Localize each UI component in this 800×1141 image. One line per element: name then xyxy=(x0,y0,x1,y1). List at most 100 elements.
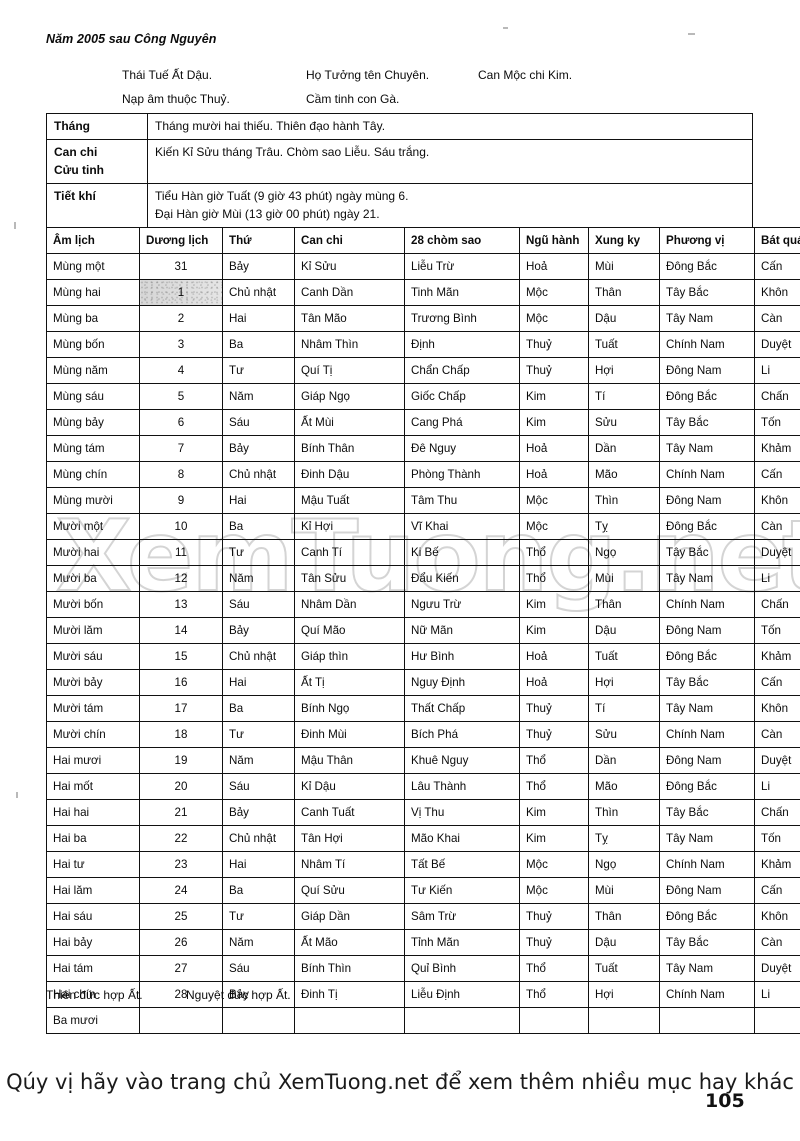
cell-can-chi: Canh Tuất xyxy=(294,799,405,826)
table-row: Hai hai 21 Bảy Canh Tuất Vị Thu Kim Thìn Tây Bắ… xyxy=(46,799,800,826)
cell-duong-lich: 31 xyxy=(139,253,223,280)
column-header-am-lich: Âm lịch xyxy=(46,227,140,254)
cell-am-lich: Hai hai xyxy=(46,799,140,826)
cell-chom-sao: Lâu Thành xyxy=(404,773,520,800)
cell-ngu-hanh: Thuỷ xyxy=(519,357,589,384)
cell-am-lich: Mùng bảy xyxy=(46,409,140,436)
table-row: Hai tư 23 Hai Nhâm Tí Tất Bế Mộc Ngọ Chính Nam K… xyxy=(46,851,800,878)
cell-bat-quai: Li xyxy=(754,565,800,592)
cell-can-chi: Tân Hợi xyxy=(294,825,405,852)
cell-am-lich: Mười hai xyxy=(46,539,140,566)
table-row: Mùng sáu 5 Năm Giáp Ngọ Giốc Chấp Kim Tí Đông B… xyxy=(46,383,800,410)
table-row: Mùng một 31 Bảy Kỉ Sửu Liễu Trừ Hoả Mùi Đông Bắ… xyxy=(46,253,800,280)
table-row: Mùng bốn 3 Ba Nhâm Thìn Định Thuỷ Tuất Chính Na… xyxy=(46,331,800,358)
cell-am-lich: Mùng một xyxy=(46,253,140,280)
cell-thu: Ba xyxy=(222,695,295,722)
info-row-value: Tiểu Hàn giờ Tuất (9 giờ 43 phút) ngày m… xyxy=(147,183,753,228)
page-title: Năm 2005 sau Công Nguyên xyxy=(46,32,217,46)
scan-speckle xyxy=(503,27,508,29)
table-row: Hai tám 27 Sáu Bính Thìn Quỉ Bình Thổ Tuất Tây … xyxy=(46,955,800,982)
cell-am-lich: Mười chín xyxy=(46,721,140,748)
cell-thu: Chủ nhật xyxy=(222,279,295,306)
cell-chom-sao: Quỉ Bình xyxy=(404,955,520,982)
info-row-value-line2: Đại Hàn giờ Mùi (13 giờ 00 phút) ngày 21… xyxy=(155,206,380,221)
cell-ngu-hanh: Thuỷ xyxy=(519,695,589,722)
cell-chom-sao: Nguy Định xyxy=(404,669,520,696)
info-row-value-line1: Tháng mười hai thiếu. Thiên đạo hành Tây… xyxy=(155,119,386,133)
cell-can-chi: Tân Sửu xyxy=(294,565,405,592)
column-header-can-chi: Can chi xyxy=(294,227,405,254)
cell-thu: Bảy xyxy=(222,799,295,826)
scan-speckle xyxy=(14,222,16,229)
cell-phuong-vi: Tây Nam xyxy=(659,695,755,722)
cell-can-chi: Quí Sửu xyxy=(294,877,405,904)
cell-am-lich: Hai mốt xyxy=(46,773,140,800)
cell-chom-sao: Tư Kiến xyxy=(404,877,520,904)
cell-am-lich: Hai lăm xyxy=(46,877,140,904)
cell-thu: Sáu xyxy=(222,955,295,982)
cell-bat-quai: Tốn xyxy=(754,409,800,436)
cell-chom-sao: Vĩ Khai xyxy=(404,513,520,540)
cell-xung-ky: Thìn xyxy=(588,799,660,826)
cell-can-chi: Kỉ Sửu xyxy=(294,253,405,280)
cell-can-chi: Nhâm Thìn xyxy=(294,331,405,358)
cell-bat-quai: Duyệt xyxy=(754,331,800,358)
cell-xung-ky xyxy=(588,1007,660,1034)
cell-duong-lich: 24 xyxy=(139,877,223,904)
info-row-label-1: Can chi xyxy=(54,145,98,160)
cell-chom-sao: Đẩu Kiến xyxy=(404,565,520,592)
table-row: Mùng mười 9 Hai Mậu Tuất Tâm Thu Mộc Thìn Đông … xyxy=(46,487,800,514)
cell-duong-lich: 28 xyxy=(139,981,223,1008)
table-row: Mười hai 11 Tư Canh Tí Ki Bế Thổ Ngọ Tây Bắc Duy… xyxy=(46,539,800,566)
cell-bat-quai: Tốn xyxy=(754,825,800,852)
cell-am-lich: Mười bốn xyxy=(46,591,140,618)
cell-chom-sao: Vị Thu xyxy=(404,799,520,826)
scan-speckle xyxy=(688,33,695,35)
cell-ngu-hanh: Kim xyxy=(519,383,589,410)
cell-chom-sao xyxy=(404,1007,520,1034)
cell-xung-ky: Dần xyxy=(588,747,660,774)
cell-duong-lich: 21 xyxy=(139,799,223,826)
cell-duong-lich: 25 xyxy=(139,903,223,930)
cell-bat-quai: Khôn xyxy=(754,279,800,306)
site-promo-banner: Qúy vị hãy vào trang chủ XemTuong.net để… xyxy=(6,1070,794,1094)
cell-can-chi: Đinh Mùi xyxy=(294,721,405,748)
cell-am-lich: Hai chín xyxy=(46,981,140,1008)
info-row: Can chi Cửu tinh Kiến Kỉ Sửu tháng Trâu. C… xyxy=(46,139,753,185)
cell-chom-sao: Ki Bế xyxy=(404,539,520,566)
cell-duong-lich: 26 xyxy=(139,929,223,956)
cell-can-chi: Nhâm Tí xyxy=(294,851,405,878)
column-header-ngu-hanh: Ngũ hành xyxy=(519,227,589,254)
cell-xung-ky: Tuất xyxy=(588,643,660,670)
cell-am-lich: Mùng sáu xyxy=(46,383,140,410)
cell-can-chi: Giáp Ngọ xyxy=(294,383,405,410)
cell-chom-sao: Liễu Định xyxy=(404,981,520,1008)
cell-phuong-vi: Tây Nam xyxy=(659,305,755,332)
cell-chom-sao: Bích Phá xyxy=(404,721,520,748)
cell-am-lich: Hai bảy xyxy=(46,929,140,956)
info-row-value: Kiến Kỉ Sửu tháng Trâu. Chòm sao Liễu. S… xyxy=(147,139,753,185)
cell-xung-ky: Tí xyxy=(588,383,660,410)
cell-ngu-hanh: Thổ xyxy=(519,955,589,982)
cell-ngu-hanh: Mộc xyxy=(519,851,589,878)
cell-ngu-hanh: Thổ xyxy=(519,539,589,566)
footnote-nguyet-duc: Nguyệt đức hợp Ất. xyxy=(186,988,291,1002)
cell-bat-quai: Duyệt xyxy=(754,539,800,566)
cell-bat-quai: Khảm xyxy=(754,435,800,462)
cell-can-chi: Mậu Thân xyxy=(294,747,405,774)
cell-phuong-vi: Đông Nam xyxy=(659,487,755,514)
cell-am-lich: Mười bảy xyxy=(46,669,140,696)
cell-thu: Bảy xyxy=(222,617,295,644)
cell-chom-sao: Khuê Nguy xyxy=(404,747,520,774)
cell-bat-quai: Duyệt xyxy=(754,747,800,774)
cell-duong-lich: 18 xyxy=(139,721,223,748)
cell-bat-quai: Khôn xyxy=(754,487,800,514)
cell-can-chi: Bính Thìn xyxy=(294,955,405,982)
cell-ngu-hanh: Kim xyxy=(519,617,589,644)
cell-phuong-vi: Đông Nam xyxy=(659,877,755,904)
cell-can-chi: Nhâm Dần xyxy=(294,591,405,618)
cell-thu: Bảy xyxy=(222,981,295,1008)
table-row: Mùng năm 4 Tư Quí Tị Chẩn Chấp Thuỷ Hợi Đông Na… xyxy=(46,357,800,384)
cell-xung-ky: Dậu xyxy=(588,617,660,644)
